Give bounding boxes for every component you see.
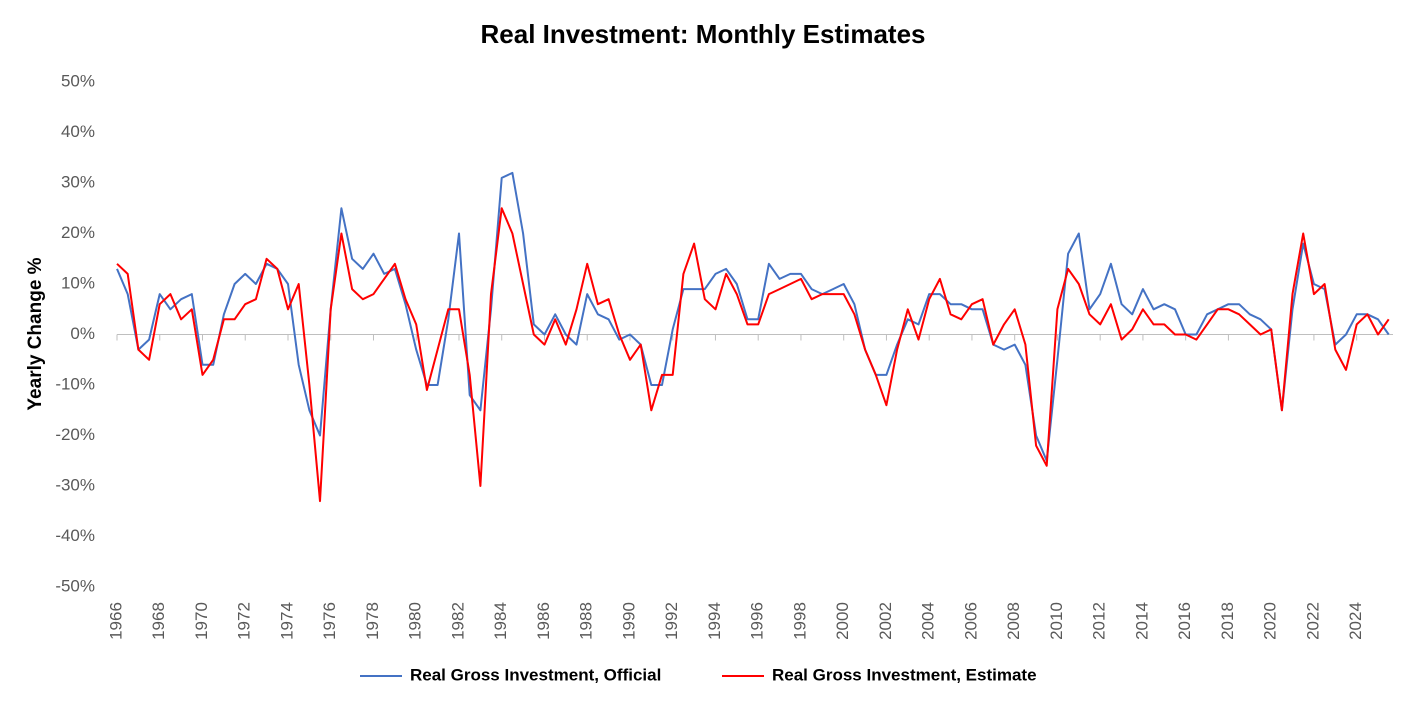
y-tick-label: -20% [55,425,95,444]
legend-label: Real Gross Investment, Official [410,665,661,684]
line-series [116,171,1390,462]
x-tick-label: 2024 [1346,602,1365,640]
chart-title: Real Investment: Monthly Estimates [481,19,926,49]
y-tick-label: 20% [61,223,95,242]
x-tick-label: 1968 [149,602,168,640]
x-tick-label: 2012 [1090,602,1109,640]
x-tick-label: 2010 [1047,602,1066,640]
x-tick-label: 1976 [320,602,339,640]
x-tick-label: 2022 [1303,602,1322,640]
x-tick-label: 1988 [577,602,596,640]
x-tick-label: 1990 [619,602,638,640]
x-tick-label: 1980 [406,602,425,640]
x-tick-label: 1998 [790,602,809,640]
x-tick-label: 1992 [662,602,681,640]
y-tick-label: 10% [61,273,95,292]
x-tick-label: 1978 [363,602,382,640]
y-tick-label: 30% [61,172,95,191]
y-tick-label: -30% [55,475,95,494]
y-tick-label: -10% [55,374,95,393]
x-tick-label: 1984 [491,602,510,640]
x-tick-label: 1994 [705,602,724,640]
y-tick-label: -50% [55,576,95,595]
y-axis-title: Yearly Change % [25,257,46,410]
line-series [116,207,1390,503]
y-tick-label: 50% [61,71,95,90]
x-tick-label: 1966 [106,602,125,640]
x-tick-label: 2018 [1218,602,1237,640]
x-tick-label: 1986 [534,602,553,640]
x-tick-label: 2006 [961,602,980,640]
x-tick-label: 1970 [192,602,211,640]
y-tick-label: -40% [55,526,95,545]
x-tick-label: 2008 [1004,602,1023,640]
x-tick-label: 2020 [1261,602,1280,640]
x-tick-label: 1996 [748,602,767,640]
x-tick-label: 1972 [235,602,254,640]
x-tick-label: 2002 [876,602,895,640]
x-tick-label: 2014 [1132,602,1151,640]
y-tick-label: 0% [70,324,95,343]
x-tick-label: 2016 [1175,602,1194,640]
x-tick-label: 1982 [448,602,467,640]
y-tick-label: 40% [61,122,95,141]
x-tick-label: 2000 [833,602,852,640]
x-tick-label: 2004 [919,602,938,640]
x-tick-label: 1974 [277,602,296,640]
legend-label: Real Gross Investment, Estimate [772,665,1037,684]
